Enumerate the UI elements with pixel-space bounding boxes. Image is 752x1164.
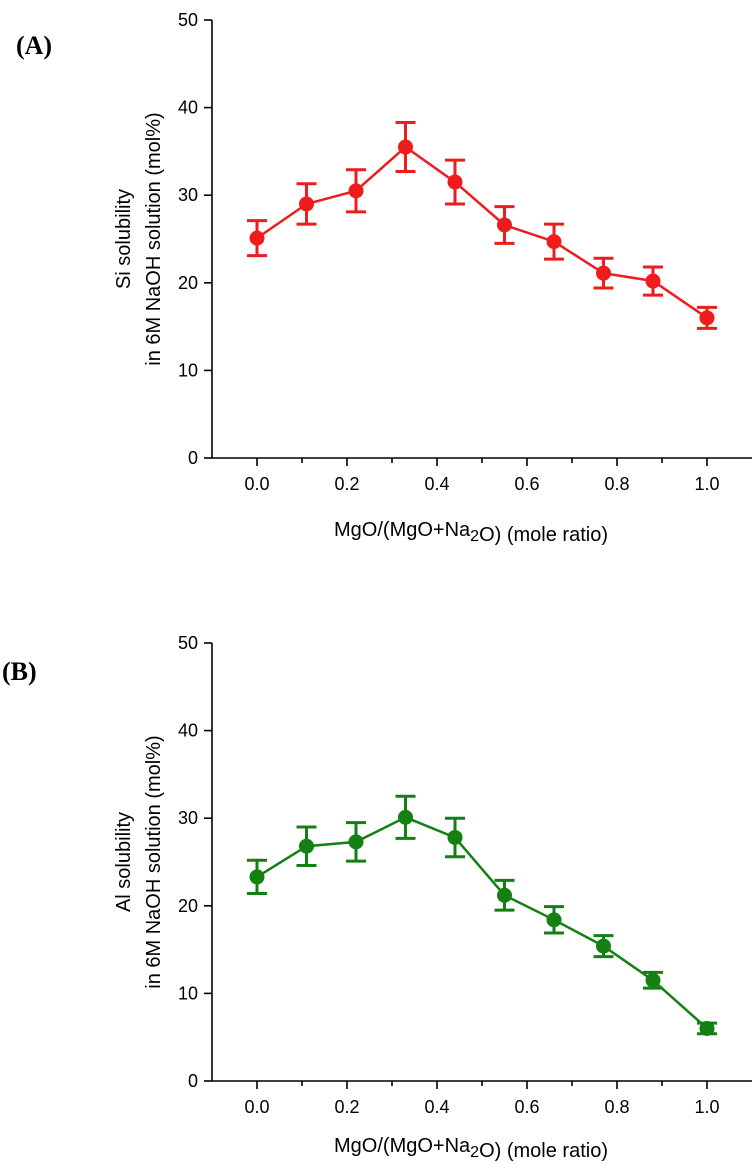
data-point xyxy=(497,887,512,903)
y-tick-label: 10 xyxy=(178,983,198,1003)
data-point xyxy=(398,139,413,155)
x-tick-label: 0.8 xyxy=(604,1097,629,1117)
data-point xyxy=(596,938,611,954)
data-point xyxy=(348,834,364,850)
y-tick-label: 40 xyxy=(178,721,198,741)
x-tick-label: 0.0 xyxy=(244,474,269,494)
x-tick-label: 0.4 xyxy=(424,474,449,494)
y-axis-title-line1: Al solubility xyxy=(113,812,135,912)
x-tick-label: 0.8 xyxy=(604,474,629,494)
x-tick-label: 0.0 xyxy=(244,1097,269,1117)
y-tick-label: 30 xyxy=(178,185,198,205)
data-point xyxy=(398,809,413,825)
x-tick-label: 0.6 xyxy=(514,1097,539,1117)
data-point xyxy=(546,234,562,250)
x-axis-title: MgO/(MgO+Na2O) (mole ratio) xyxy=(334,519,608,546)
y-tick-label: 40 xyxy=(178,98,198,118)
y-tick-label: 50 xyxy=(178,633,198,653)
y-tick-label: 0 xyxy=(188,1071,198,1091)
data-point xyxy=(546,912,562,928)
data-point xyxy=(447,174,463,190)
series-line xyxy=(256,145,708,319)
y-tick-label: 30 xyxy=(178,808,198,828)
x-tick-label: 1.0 xyxy=(694,1097,719,1117)
y-axis-title-line1: Si solubility xyxy=(113,189,135,289)
y-axis-title-line2: in 6M NaOH solution (mol%) xyxy=(143,735,165,988)
data-point xyxy=(299,838,314,854)
y-tick-label: 50 xyxy=(178,10,198,30)
y-tick-label: 20 xyxy=(178,273,198,293)
y-tick-label: 0 xyxy=(188,448,198,468)
data-point xyxy=(249,869,265,885)
chart-panel-b: (B) 0 10 20 30 40 50 0.0 0.2 0.4 0.6 0.8 1.0 MgO/(MgO… xyxy=(2,633,752,1162)
y-tick-label: 10 xyxy=(178,360,198,380)
y-tick-label: 20 xyxy=(178,896,198,916)
x-axis-title: MgO/(MgO+Na2O) (mole ratio) xyxy=(334,1135,608,1162)
data-point xyxy=(299,196,314,212)
panel-label: (A) xyxy=(16,31,52,60)
x-tick-label: 0.6 xyxy=(514,474,539,494)
y-axis-title-line2: in 6M NaOH solution (mol%) xyxy=(143,112,165,365)
series-line xyxy=(256,815,708,1030)
data-point xyxy=(497,217,512,233)
data-point xyxy=(699,1020,715,1036)
x-tick-label: 0.2 xyxy=(334,474,359,494)
x-tick-label: 1.0 xyxy=(694,474,719,494)
data-point xyxy=(249,230,265,246)
panel-label: (B) xyxy=(2,657,37,686)
data-point xyxy=(447,829,463,845)
data-point xyxy=(699,310,715,326)
data-point xyxy=(596,265,611,281)
data-point xyxy=(645,972,661,988)
data-point xyxy=(348,183,364,199)
data-point xyxy=(645,273,661,289)
chart-panel-a: (A) 0 10 20 30 40 50 0.0 0.2 0.4 0.6 0.8 1.0 MgO/(MgO… xyxy=(16,10,752,546)
x-tick-label: 0.2 xyxy=(334,1097,359,1117)
x-tick-label: 0.4 xyxy=(424,1097,449,1117)
